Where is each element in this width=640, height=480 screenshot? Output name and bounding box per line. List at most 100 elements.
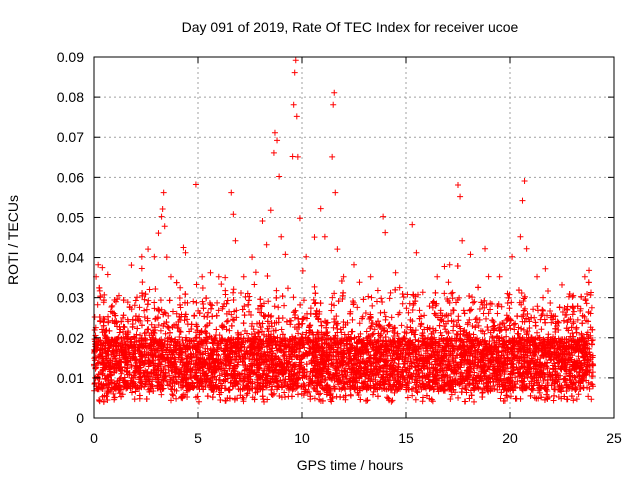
data-point — [141, 330, 148, 337]
data-point — [404, 394, 411, 401]
data-point — [294, 153, 301, 160]
data-point — [584, 291, 591, 298]
data-point — [192, 181, 199, 188]
data-point — [467, 251, 474, 258]
data-point — [292, 385, 299, 392]
data-point — [413, 249, 420, 256]
data-point — [307, 305, 314, 312]
data-point — [534, 273, 541, 280]
data-point — [521, 177, 528, 184]
data-point — [331, 89, 338, 96]
data-point — [237, 290, 244, 297]
data-point — [408, 373, 415, 380]
data-point — [291, 69, 298, 76]
data-point — [141, 307, 148, 314]
data-point — [165, 362, 172, 369]
data-point — [215, 273, 222, 280]
chart-title: Day 091 of 2019, Rate Of TEC Index for r… — [182, 19, 519, 35]
data-point — [356, 279, 363, 286]
data-point — [406, 300, 413, 307]
data-point — [276, 393, 283, 400]
data-point — [311, 234, 318, 241]
data-point — [485, 327, 492, 334]
data-point — [441, 313, 448, 320]
data-point — [369, 302, 376, 309]
data-point — [105, 319, 112, 326]
data-point — [161, 223, 168, 230]
data-point — [520, 326, 527, 333]
data-point — [386, 323, 393, 330]
data-point — [421, 312, 428, 319]
data-point — [236, 347, 243, 354]
data-point — [193, 299, 200, 306]
data-point — [152, 316, 159, 323]
data-point — [471, 298, 478, 305]
data-point — [125, 329, 132, 336]
data-point — [228, 311, 235, 318]
data-point — [379, 299, 386, 306]
data-point — [588, 304, 595, 311]
data-point — [476, 305, 483, 312]
data-point — [506, 305, 513, 312]
data-point — [319, 385, 326, 392]
data-point — [148, 321, 155, 328]
data-point — [284, 285, 291, 292]
data-point — [455, 181, 461, 188]
data-point — [468, 392, 475, 399]
data-point — [348, 366, 355, 373]
data-point — [132, 297, 139, 304]
data-point — [540, 377, 547, 384]
data-point — [331, 290, 338, 297]
data-point — [216, 391, 223, 398]
data-point — [376, 367, 383, 374]
data-point — [314, 354, 321, 361]
data-point — [587, 291, 594, 298]
data-point — [570, 320, 577, 327]
data-point — [182, 249, 189, 256]
data-point — [91, 313, 98, 320]
data-point — [588, 337, 595, 344]
data-point — [270, 149, 277, 156]
data-point — [569, 352, 576, 359]
data-point — [230, 383, 237, 390]
data-point — [180, 244, 187, 251]
data-point — [381, 324, 388, 331]
data-point — [151, 299, 158, 306]
data-point — [261, 398, 268, 405]
data-point — [405, 309, 412, 316]
data-point — [330, 101, 337, 108]
data-point — [261, 313, 268, 320]
data-point — [329, 294, 336, 301]
data-point — [261, 348, 268, 355]
data-point — [190, 361, 197, 368]
data-point — [561, 375, 568, 382]
data-point — [327, 335, 334, 342]
data-point — [173, 321, 180, 328]
data-point — [457, 325, 464, 332]
data-point — [204, 314, 211, 321]
data-point — [356, 320, 363, 327]
data-point — [300, 392, 307, 399]
data-point — [409, 221, 416, 228]
data-point — [515, 324, 522, 331]
data-point — [160, 189, 167, 196]
data-point — [190, 298, 197, 305]
data-point — [378, 295, 385, 302]
data-point — [308, 360, 315, 367]
data-point — [317, 205, 324, 212]
data-point — [96, 287, 103, 294]
data-point — [315, 391, 322, 398]
data-point — [91, 327, 98, 334]
data-point — [347, 392, 354, 399]
data-point — [570, 308, 577, 315]
data-point — [577, 385, 584, 392]
data-point — [124, 299, 131, 306]
data-point — [138, 253, 145, 260]
data-point — [577, 305, 584, 312]
data-point — [302, 334, 309, 341]
data-point — [264, 396, 271, 403]
data-point — [576, 382, 583, 389]
data-point — [123, 385, 130, 392]
data-point — [134, 294, 141, 301]
data-point — [520, 378, 527, 385]
